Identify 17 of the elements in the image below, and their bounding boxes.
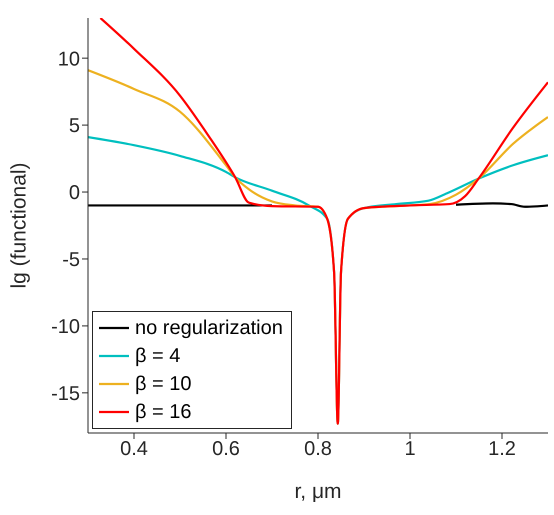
legend-label: β = 4 (135, 344, 180, 369)
x-tick-label: 1 (404, 438, 416, 460)
y-tick-label: -10 (51, 316, 80, 338)
x-tick-label: 1.2 (488, 438, 516, 460)
y-tick-label: 10 (58, 48, 80, 70)
legend-label: β = 16 (135, 400, 192, 425)
x-tick-label: 0.4 (120, 438, 148, 460)
y-tick-label: 5 (68, 115, 80, 138)
x-axis-title: r, μm (294, 480, 342, 503)
y-tick-label: -15 (51, 382, 80, 405)
y-axis-title: lg (functional) (7, 162, 30, 289)
x-tick-label: 0.6 (212, 438, 240, 460)
legend-label: no regularization (135, 316, 283, 341)
y-tick-label: -5 (62, 249, 80, 272)
legend-label: β = 10 (135, 372, 192, 397)
y-tick-label: 0 (68, 182, 80, 204)
x-tick-label: 0.8 (304, 438, 332, 460)
